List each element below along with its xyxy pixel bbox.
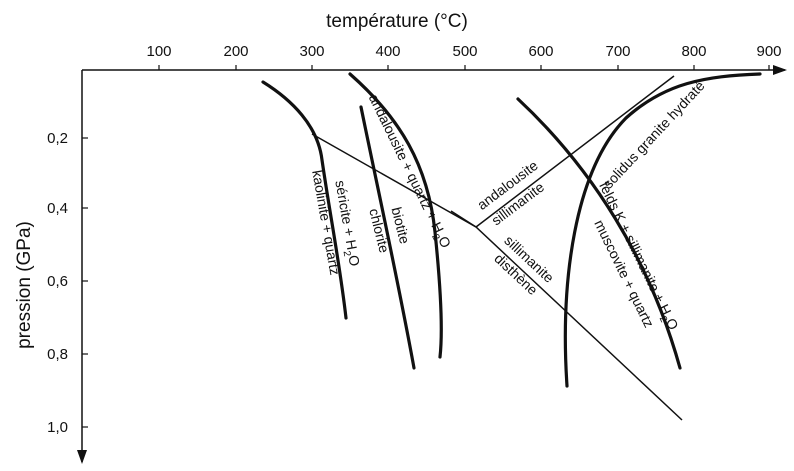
- x-tick-label: 400: [375, 43, 400, 60]
- y-tick-label: 0,2: [47, 130, 68, 147]
- sillimanite-disthene-label: sillimanite disthène: [491, 232, 557, 298]
- solidus-text: solidus granite hydraté: [600, 77, 708, 191]
- biotite-curve: [359, 105, 416, 370]
- x-tick-label: 800: [681, 43, 706, 60]
- x-tick-label: 600: [528, 43, 553, 60]
- sericite-label-sub: 2: [341, 250, 353, 258]
- andalousite-sillimanite-boundary: [475, 75, 675, 228]
- aluminosilicate-boundary-lower: [311, 133, 477, 228]
- x-axis-title: température (°C): [326, 11, 468, 32]
- andalousite-quartz-curve: [348, 72, 443, 359]
- y-tick-label: 0,4: [47, 200, 68, 217]
- x-tick-label: 700: [605, 43, 630, 60]
- x-tick-label: 200: [223, 43, 248, 60]
- solidus-label: solidus granite hydraté: [600, 77, 708, 191]
- x-tick-label: 100: [146, 43, 171, 60]
- chlorite-label: chlorite: [366, 207, 392, 255]
- solidus-curve: [563, 72, 762, 388]
- biotite-label: biotite chlorite: [366, 205, 413, 255]
- sericite-label-end: O: [345, 254, 363, 268]
- y-tick-label: 1,0: [47, 419, 68, 436]
- x-tick-label: 900: [756, 43, 781, 60]
- x-tick-label: 500: [452, 43, 477, 60]
- x-tick-label: 300: [299, 43, 324, 60]
- biotite-label-line1: biotite: [388, 205, 413, 245]
- sillimanite-disthene-boundary: [450, 210, 683, 421]
- felds-sub: 2: [657, 315, 670, 325]
- x-ticks: [158, 65, 770, 70]
- y-ticks: [82, 137, 88, 428]
- y-tick-label: 0,8: [47, 346, 68, 363]
- andalousite-quartz-sub: 2: [429, 232, 442, 242]
- kaolinite-curve: [261, 80, 348, 320]
- y-axis-title: pression (GPa): [14, 221, 35, 349]
- y-tick-label: 0,6: [47, 273, 68, 290]
- kaolinite-label: séricite + H2O kaolinite + quartz: [309, 169, 363, 276]
- muscovite-curve: [516, 97, 682, 370]
- muscovite-label: felds K + sillimanite + H2O muscovite + …: [591, 179, 682, 332]
